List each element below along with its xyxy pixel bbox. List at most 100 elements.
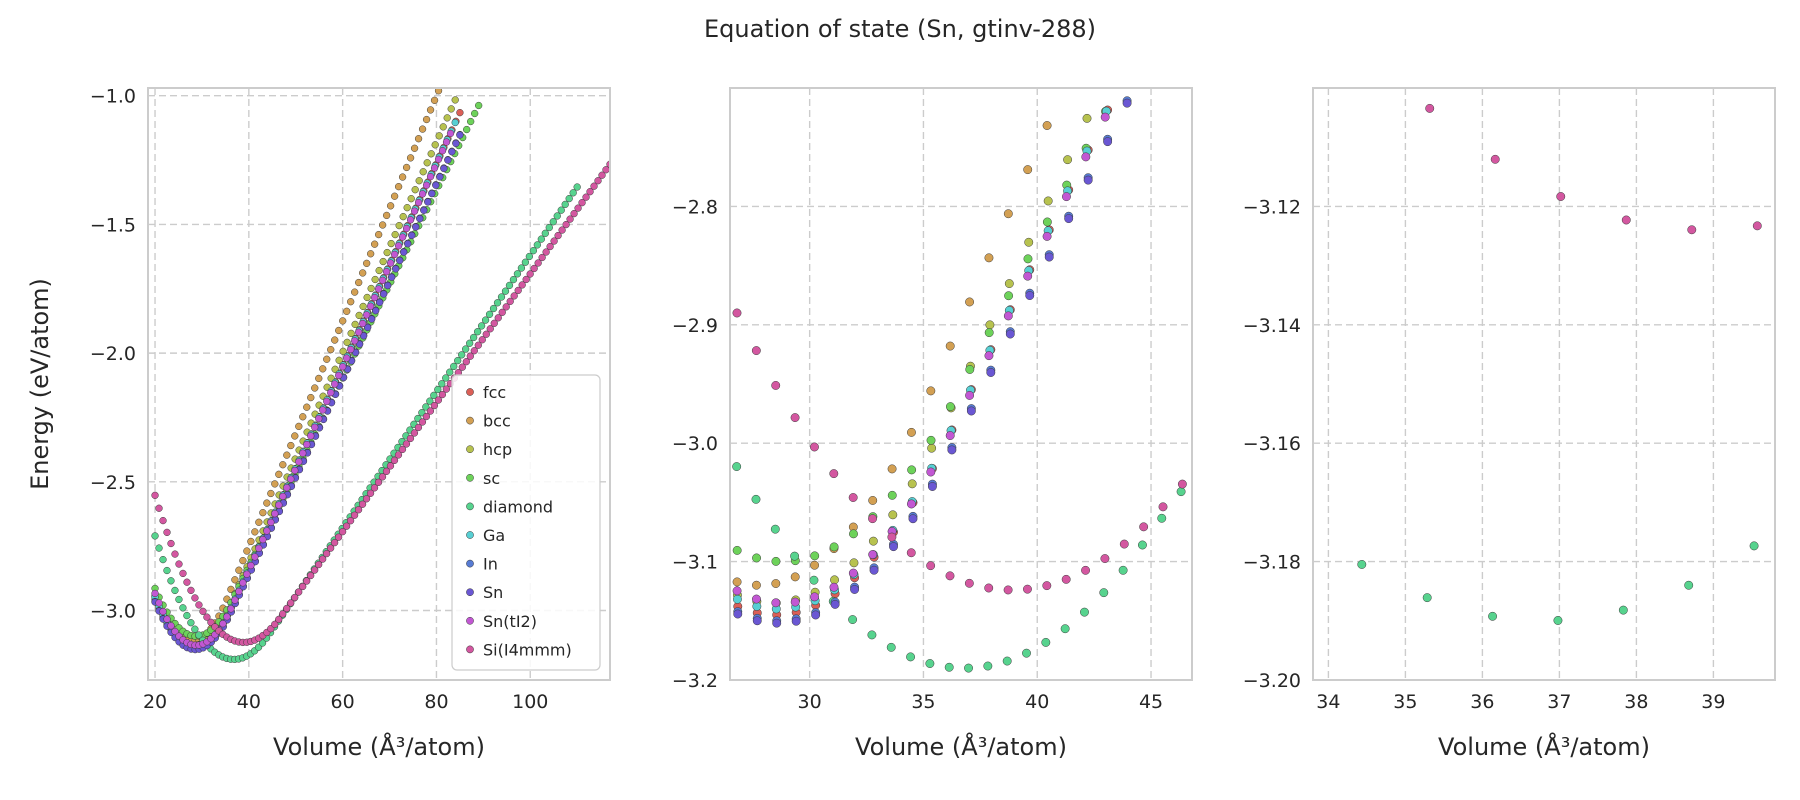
- point-sc: [467, 117, 475, 126]
- point-sn: [1300, 9, 1308, 17]
- x-tick-label: 45: [1139, 691, 1163, 713]
- point-bcc: [771, 579, 781, 588]
- point-diamond: [925, 659, 935, 668]
- point-diamond: [171, 586, 179, 595]
- point-diamond: [450, 362, 458, 371]
- point-sn: [359, 332, 368, 340]
- point-sn: [1234, 127, 1242, 135]
- point-diamond: [501, 287, 510, 295]
- point-diamond: [573, 183, 581, 191]
- point-si-i4mmm-: [546, 242, 554, 251]
- point-sn-ti2-: [327, 389, 335, 397]
- point-hcp: [431, 141, 439, 149]
- y-tick-label: −3.12: [1243, 196, 1301, 218]
- point-bcc: [406, 154, 415, 162]
- point-si-i4mmm-: [732, 308, 742, 318]
- point-sn-ti2-: [231, 596, 239, 604]
- point-si-i4mmm-: [330, 539, 339, 547]
- point-hcp: [447, 105, 455, 113]
- point-bcc: [291, 432, 299, 440]
- point-si-i4mmm-: [346, 517, 355, 525]
- point-si-i4mmm-: [342, 522, 351, 530]
- point-bcc: [323, 355, 331, 363]
- point-si-i4mmm-: [562, 220, 570, 229]
- point-bcc: [926, 386, 936, 396]
- point-diamond: [477, 322, 486, 330]
- point-si-i4mmm-: [322, 549, 331, 558]
- point-si-i4mmm-: [574, 204, 582, 212]
- point-si-i4mmm-: [510, 292, 518, 300]
- point-hcp: [343, 338, 351, 347]
- point-si-i4mmm-: [370, 484, 379, 492]
- legend-entry: sc: [483, 469, 500, 488]
- point-sn-ti2-: [386, 259, 395, 267]
- point-si-i4mmm-: [291, 593, 299, 602]
- axes-frame: [729, 87, 1193, 681]
- point-sn-ti2-: [442, 138, 451, 146]
- point-sn-ti2-: [1159, 0, 1167, 2]
- legend-marker: [466, 502, 474, 511]
- point-diamond: [906, 652, 916, 662]
- point-sn: [1122, 98, 1132, 108]
- point-bcc: [443, 79, 450, 86]
- point-hcp: [395, 221, 403, 230]
- point-diamond: [509, 275, 518, 284]
- point-sn-ti2-: [390, 250, 399, 259]
- point-diamond: [1553, 616, 1563, 625]
- point-diamond: [151, 532, 159, 540]
- point-sn-ti2-: [331, 380, 339, 388]
- point-sn: [436, 173, 444, 181]
- point-si-i4mmm-: [590, 182, 598, 190]
- point-sn-ti2-: [247, 561, 255, 570]
- point-si-i4mmm-: [307, 571, 315, 580]
- x-tick-label: 39: [1701, 691, 1725, 713]
- point-sn: [811, 610, 821, 620]
- point-diamond: [446, 368, 454, 376]
- point-si-i4mmm-: [279, 610, 287, 618]
- point-sn-ti2-: [335, 371, 343, 380]
- point-hcp: [355, 311, 363, 320]
- point-diamond: [944, 662, 954, 672]
- point-si-i4mmm-: [434, 396, 443, 404]
- point-sn: [448, 148, 456, 156]
- point-sn-ti2-: [339, 363, 347, 371]
- point-bcc: [386, 202, 395, 210]
- point-diamond: [1422, 593, 1432, 603]
- point-sn-ti2-: [378, 276, 387, 284]
- point-bcc: [315, 374, 323, 383]
- point-bcc: [239, 556, 247, 565]
- point-in: [1300, 0, 1308, 6]
- point-sn-ti2-: [751, 594, 761, 604]
- legend-marker: [466, 473, 474, 482]
- point-ga: [451, 118, 459, 127]
- point-si-i4mmm-: [175, 560, 183, 568]
- point-bcc: [402, 163, 411, 172]
- point-in: [1234, 115, 1242, 123]
- point-sn-ti2-: [271, 510, 279, 518]
- legend-entry: Ga: [483, 526, 505, 545]
- point-si-i4mmm-: [155, 504, 163, 512]
- point-bcc: [247, 537, 255, 546]
- point-si-i4mmm-: [1687, 225, 1697, 235]
- y-tick-label: −3.20: [1243, 670, 1301, 692]
- point-bcc: [255, 518, 263, 526]
- point-si-i4mmm-: [163, 528, 171, 537]
- point-si-i4mmm-: [390, 456, 399, 465]
- point-in: [1142, 58, 1150, 66]
- point-si-i4mmm-: [303, 577, 311, 585]
- y-tick-label: −3.14: [1243, 315, 1301, 337]
- point-bcc: [868, 496, 878, 505]
- point-diamond: [1060, 624, 1070, 634]
- point-diamond: [163, 566, 171, 575]
- point-hcp: [868, 536, 878, 546]
- point-si-i4mmm-: [315, 560, 323, 569]
- point-si-i4mmm-: [386, 462, 395, 470]
- point-sn: [1005, 329, 1015, 339]
- point-si-i4mmm-: [430, 401, 439, 410]
- point-sn-ti2-: [422, 181, 431, 189]
- point-ga: [1122, 67, 1130, 75]
- point-bcc: [355, 278, 363, 287]
- point-bcc: [410, 144, 419, 152]
- point-si-i4mmm-: [751, 346, 761, 356]
- point-bcc: [751, 580, 761, 590]
